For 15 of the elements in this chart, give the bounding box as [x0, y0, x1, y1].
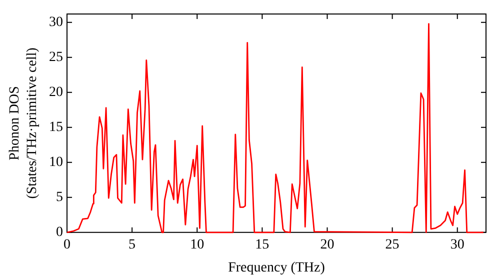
x-tick-label: 15 [255, 237, 270, 252]
x-tick-label: 20 [320, 237, 334, 252]
y-tick-label: 5 [56, 190, 63, 206]
x-tick-label: 5 [128, 237, 136, 252]
y-tick-label: 15 [49, 120, 63, 136]
y-tick-label: 20 [49, 85, 63, 100]
x-tick-label: 25 [385, 237, 400, 252]
y-tick-label: 30 [49, 15, 63, 30]
x-axis-title: Frequency (THz) [228, 260, 326, 276]
x-tick-label: 10 [190, 237, 204, 252]
x-tick-label: 30 [450, 237, 464, 252]
y-axis-title: Phonon DOS (States/THz·primitive cell) [7, 47, 40, 199]
y-tick-label: 25 [49, 50, 63, 66]
y-tick-label: 10 [49, 155, 63, 170]
y-tick-label: 0 [56, 225, 63, 240]
